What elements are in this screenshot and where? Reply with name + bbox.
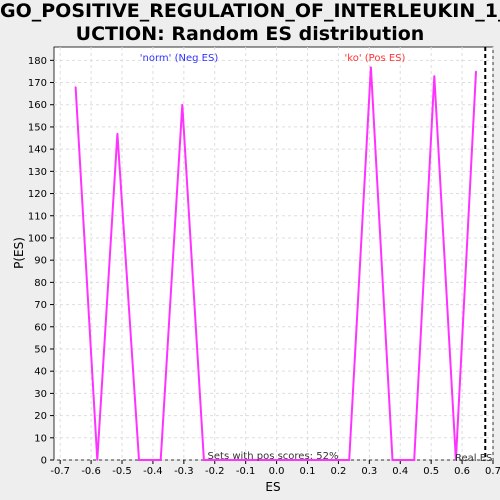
data-point <box>433 75 436 77</box>
pos-es-label: 'ko' (Pos ES) <box>345 53 406 64</box>
y-tick-label: 150 <box>28 122 47 133</box>
chart-title: GO_POSITIVE_REGULATION_OF_INTERLEUKIN_1_… <box>0 0 500 46</box>
y-tick-label: 30 <box>34 389 47 400</box>
x-axis: -0.7 -0.6 -0.5 -0.4 -0.3 -0.2 -0.1 0.0 0.1 0.2 0.3… <box>50 460 500 477</box>
chart-title-line-2: UCTION: Random ES distribution <box>75 23 425 45</box>
y-axis: 0 10 20 30 40 50 60 70 80 90 100 110 120 130 140 150 160… <box>28 56 54 467</box>
x-tick-label: 0.1 <box>300 466 316 477</box>
data-point <box>203 459 205 461</box>
x-tick-label: 0.0 <box>269 466 285 477</box>
x-tick-label: -0.4 <box>143 466 163 477</box>
x-tick-label: 0.6 <box>454 466 470 477</box>
x-tick-label: -0.5 <box>112 466 132 477</box>
y-tick-label: 160 <box>28 100 47 111</box>
y-tick-label: 40 <box>34 367 47 378</box>
x-axis-label: ES <box>265 480 280 494</box>
y-tick-label: 10 <box>34 433 47 444</box>
y-tick-label: 120 <box>28 189 47 200</box>
data-point <box>181 103 184 106</box>
y-tick-label: 20 <box>34 411 47 422</box>
x-tick-label: -0.3 <box>174 466 194 477</box>
y-tick-label: 50 <box>34 344 47 355</box>
x-tick-label: -0.7 <box>50 466 70 477</box>
data-point <box>370 66 372 68</box>
chart-title-line-1: GO_POSITIVE_REGULATION_OF_INTERLEUKIN_1_… <box>0 0 500 22</box>
pos-scores-text: Sets with pos scores: 52% <box>208 451 339 462</box>
series-layer <box>74 66 477 461</box>
y-tick-label: 0 <box>41 456 47 467</box>
series-line-0 <box>74 66 477 461</box>
y-tick-label: 60 <box>34 322 47 333</box>
x-tick-label: 0.5 <box>423 466 439 477</box>
data-point <box>74 86 77 88</box>
data-point <box>159 459 162 461</box>
y-tick-label: 90 <box>34 256 47 267</box>
y-tick-label: 70 <box>34 300 47 311</box>
y-tick-label: 110 <box>28 211 47 222</box>
x-tick-label: -0.1 <box>236 466 256 477</box>
y-tick-label: 80 <box>34 278 47 289</box>
y-tick-label: 100 <box>28 233 47 244</box>
x-tick-label: -0.6 <box>81 466 101 477</box>
plot-area <box>53 46 494 461</box>
y-axis-label: P(ES) <box>12 237 26 269</box>
data-point <box>348 459 351 461</box>
data-point <box>96 459 99 461</box>
data-point <box>138 459 140 461</box>
data-point <box>413 459 416 461</box>
neg-es-label: 'norm' (Neg ES) <box>140 53 219 64</box>
data-point <box>116 132 119 135</box>
y-tick-label: 140 <box>28 145 47 156</box>
data-point <box>475 70 477 73</box>
x-tick-label: 0.3 <box>361 466 377 477</box>
data-point <box>455 459 457 461</box>
x-tick-label: -0.2 <box>205 466 225 477</box>
x-tick-label: 0.7 <box>485 466 500 477</box>
x-tick-label: 0.4 <box>392 466 408 477</box>
y-tick-label: 180 <box>28 56 47 67</box>
y-tick-label: 130 <box>28 167 47 178</box>
real-es-label: Real ES <box>455 453 492 464</box>
x-tick-label: 0.2 <box>330 466 346 477</box>
y-tick-label: 170 <box>28 78 47 89</box>
data-point <box>391 459 394 461</box>
